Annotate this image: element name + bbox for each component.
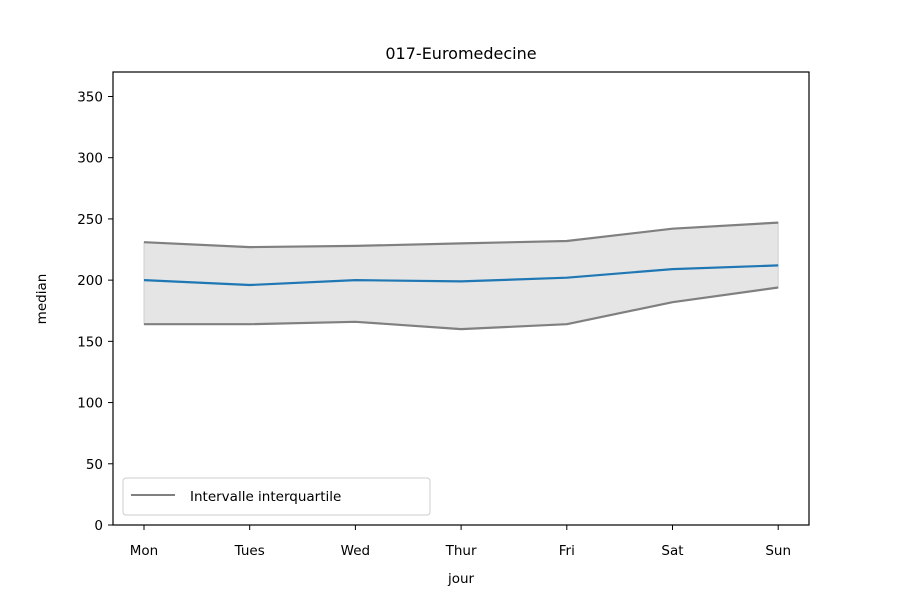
legend-label: Intervalle interquartile <box>190 489 341 505</box>
interquartile-band <box>143 222 779 330</box>
x-axis: Mon Tues Wed Thur Fri Sat Sun <box>130 525 791 559</box>
lower-quartile-line <box>144 286 779 331</box>
x-axis-title: jour <box>447 571 475 587</box>
upper-quartile-line <box>143 221 779 249</box>
y-tick-label: 100 <box>77 396 103 412</box>
x-tick-label: Wed <box>341 543 370 559</box>
y-tick-label: 350 <box>77 89 103 105</box>
median-line <box>143 264 779 287</box>
x-tick-label: Fri <box>559 543 575 559</box>
y-tick-label: 150 <box>77 334 103 350</box>
y-tick-label: 50 <box>86 457 103 473</box>
x-tick-label: Tues <box>234 543 265 559</box>
legend-box <box>122 477 431 516</box>
y-tick-label: 200 <box>77 273 103 289</box>
y-tick-label: 0 <box>94 518 103 534</box>
legend: Intervalle interquartile <box>122 477 431 516</box>
x-tick-label: Sat <box>661 543 683 559</box>
plot-area <box>143 221 779 331</box>
x-tick-label: Mon <box>130 543 158 559</box>
chart-title: 017-Euromedecine <box>385 44 536 63</box>
y-axis: 0 50 100 150 200 250 300 350 <box>77 89 113 534</box>
x-tick-label: Sun <box>765 543 791 559</box>
x-tick-label: Thur <box>445 543 477 559</box>
y-axis-title: median <box>34 274 50 325</box>
y-tick-label: 300 <box>77 151 103 167</box>
y-tick-label: 250 <box>77 212 103 228</box>
